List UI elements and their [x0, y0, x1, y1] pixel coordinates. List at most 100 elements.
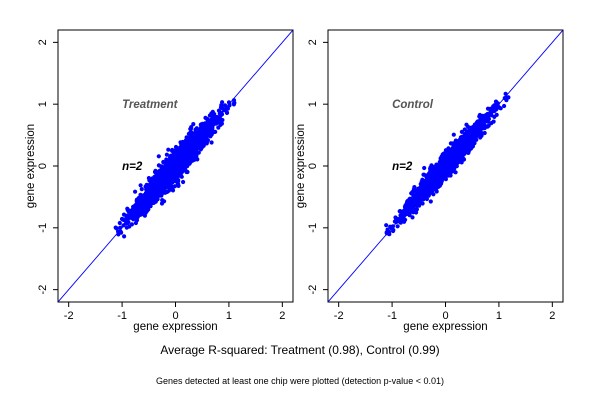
data-point — [144, 201, 150, 206]
data-point — [133, 189, 138, 194]
data-point — [424, 181, 429, 186]
x-tick-label: 2 — [549, 310, 555, 322]
data-point — [493, 106, 499, 111]
data-point — [413, 188, 418, 193]
data-point — [200, 126, 205, 131]
data-point — [196, 144, 202, 149]
data-point — [429, 168, 434, 173]
data-point — [196, 136, 201, 141]
y-tick-label: -2 — [37, 285, 49, 295]
data-point — [407, 200, 412, 205]
data-point — [409, 203, 414, 208]
data-point — [418, 181, 423, 187]
data-point — [482, 120, 487, 125]
x-tick-label: -2 — [334, 310, 344, 322]
data-point — [227, 103, 232, 108]
data-point — [157, 168, 162, 174]
data-point — [456, 141, 461, 146]
data-point — [116, 232, 121, 237]
data-point — [464, 139, 469, 144]
y-tick-label: 1 — [307, 101, 319, 107]
y-tick-label: -1 — [37, 223, 49, 233]
data-point — [395, 216, 400, 222]
data-point — [443, 177, 448, 182]
data-point — [390, 224, 395, 229]
data-point — [491, 119, 496, 124]
data-point — [189, 125, 194, 130]
data-point — [139, 187, 144, 192]
data-point — [163, 172, 168, 177]
data-point — [117, 220, 122, 226]
data-point — [430, 174, 435, 180]
data-point — [493, 99, 499, 104]
data-point — [231, 102, 236, 107]
data-point — [481, 126, 486, 131]
data-point — [425, 173, 430, 178]
data-point — [176, 152, 181, 157]
data-point — [128, 215, 134, 220]
data-point — [391, 227, 396, 233]
data-point — [200, 133, 205, 138]
data-point — [156, 154, 161, 159]
data-point — [153, 174, 158, 179]
data-point — [170, 147, 175, 153]
sample-size-annotation: n=2 — [392, 161, 413, 173]
x-axis-title: gene expression — [403, 321, 487, 333]
data-point — [455, 155, 460, 160]
data-point — [186, 153, 191, 158]
data-point — [178, 140, 183, 145]
data-point — [205, 138, 210, 143]
data-point — [448, 154, 453, 159]
data-point — [409, 191, 414, 196]
data-point — [478, 130, 483, 136]
data-point — [186, 159, 191, 164]
data-point — [412, 185, 417, 190]
data-point — [174, 167, 179, 173]
panel-title: Control — [392, 99, 434, 111]
data-point — [162, 188, 167, 193]
data-point — [406, 206, 411, 212]
data-point — [448, 141, 453, 146]
scatter-points — [113, 98, 237, 239]
data-point — [428, 199, 433, 204]
data-point — [152, 192, 157, 197]
data-point — [136, 208, 141, 213]
data-point — [451, 132, 456, 137]
data-point — [442, 171, 447, 176]
data-point — [422, 165, 427, 171]
data-point — [124, 221, 129, 226]
data-point — [207, 132, 212, 137]
data-point — [160, 180, 166, 185]
data-point — [138, 192, 143, 197]
data-point — [184, 157, 189, 162]
data-point — [182, 152, 187, 157]
sample-size-annotation: n=2 — [122, 161, 143, 173]
y-axis-title: gene expression — [295, 124, 307, 208]
data-point — [177, 156, 182, 161]
data-point — [165, 176, 170, 181]
data-point — [128, 212, 133, 217]
data-point — [413, 199, 418, 204]
data-point — [182, 142, 187, 147]
data-point — [217, 116, 222, 121]
data-point — [220, 100, 225, 105]
data-point — [414, 203, 420, 208]
data-point — [183, 162, 188, 167]
data-point — [498, 106, 503, 111]
data-point — [145, 186, 150, 191]
y-tick-label: -1 — [307, 223, 319, 233]
data-point — [450, 146, 455, 151]
data-point — [191, 122, 196, 127]
data-point — [487, 113, 492, 118]
y-tick-label: 0 — [37, 163, 49, 169]
data-point — [165, 159, 170, 164]
data-point — [410, 215, 415, 220]
data-point — [134, 202, 139, 207]
data-point — [113, 225, 118, 230]
data-point — [147, 194, 152, 199]
data-point — [485, 106, 491, 111]
data-point — [437, 167, 442, 172]
data-point — [132, 207, 137, 212]
data-point — [453, 162, 458, 167]
data-point — [129, 222, 134, 227]
